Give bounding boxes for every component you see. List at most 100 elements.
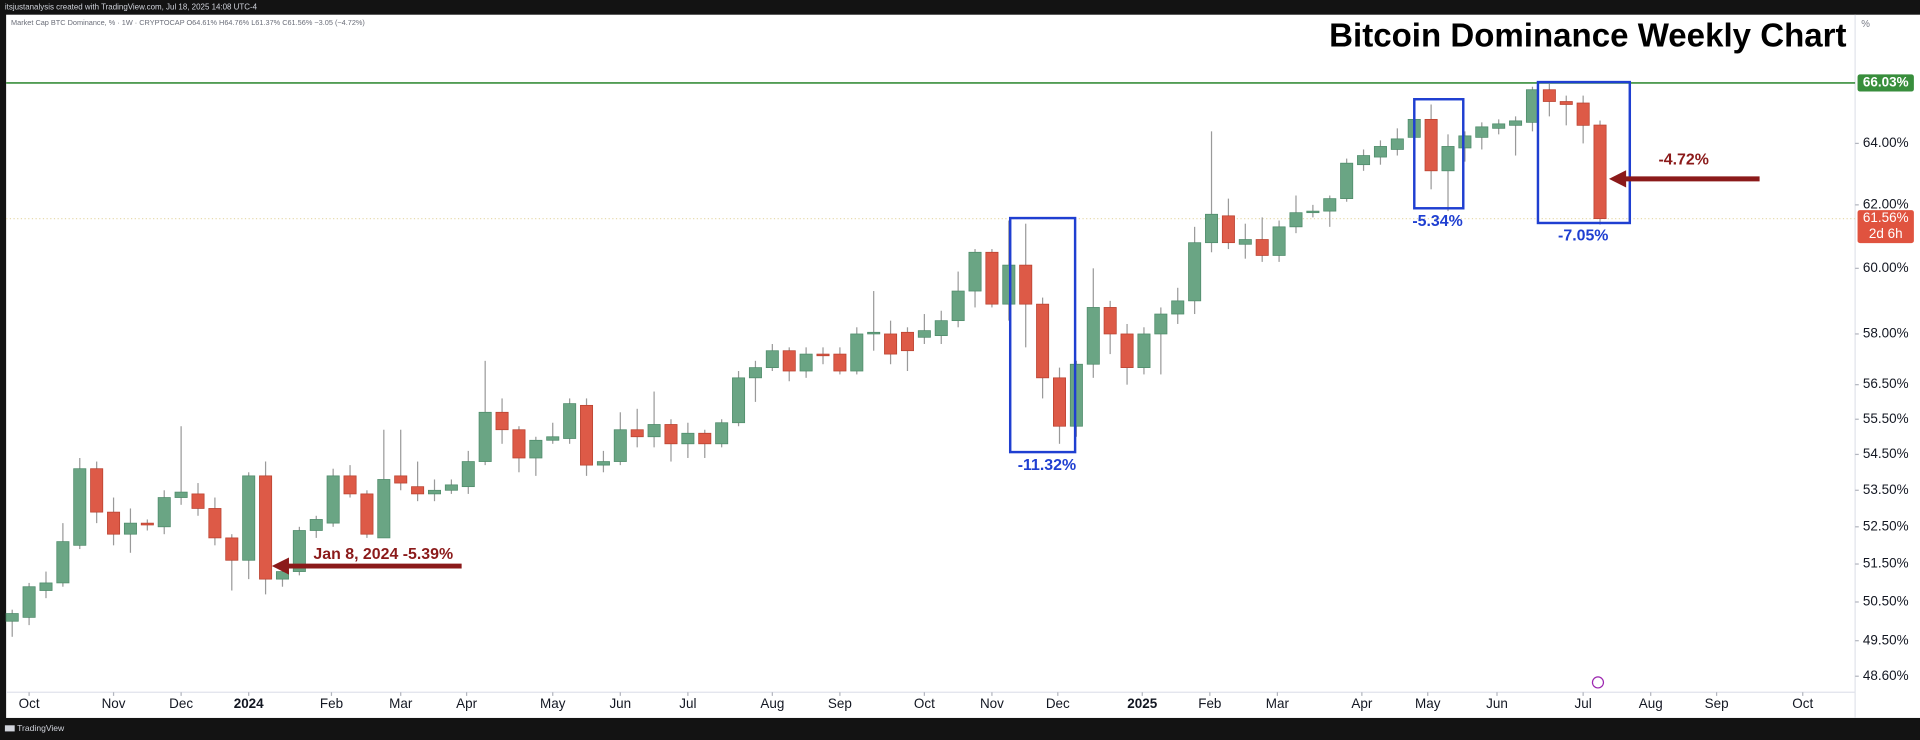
y-tick-label: 55.50% xyxy=(1863,411,1909,426)
candle-body xyxy=(1458,135,1472,149)
candle-body xyxy=(512,429,526,459)
x-tick-label: Dec xyxy=(169,696,193,711)
candle-body xyxy=(5,613,19,622)
candle-body xyxy=(1306,210,1320,214)
x-tick-label: Jun xyxy=(1486,696,1508,711)
y-unit: % xyxy=(1861,19,1870,30)
candle-body xyxy=(275,571,289,580)
candle-body xyxy=(1289,212,1303,228)
annotation: -5.34% xyxy=(1412,213,1462,230)
candle-body xyxy=(1221,215,1235,244)
marks: 48.60% 49.50% 50.50% 51.50% 52.50% 53.50% 54.5… xyxy=(5,74,1914,711)
candle-body xyxy=(580,404,594,466)
x-tick-label: May xyxy=(540,696,566,711)
candle-body xyxy=(208,508,222,539)
annotation-box xyxy=(1008,216,1077,454)
candle-body xyxy=(411,486,425,495)
y-tick-label: 50.50% xyxy=(1863,594,1909,609)
x-tick-label: Jun xyxy=(609,696,631,711)
candle-body xyxy=(529,439,543,459)
candle-body xyxy=(1390,138,1404,150)
candle-body xyxy=(546,436,560,441)
candle-body xyxy=(951,290,965,322)
candle-body xyxy=(1036,303,1050,379)
candle-body xyxy=(107,511,121,535)
candle-body xyxy=(664,424,678,445)
candle-body xyxy=(1103,307,1117,335)
y-tick-label: 64.00% xyxy=(1863,135,1909,150)
candle-body xyxy=(1002,264,1016,305)
candle-body xyxy=(309,519,323,531)
candle-body xyxy=(1188,242,1202,302)
candle-body xyxy=(867,331,881,335)
candle-body xyxy=(985,251,999,305)
candle-body xyxy=(1205,213,1219,244)
candle-body xyxy=(1171,300,1185,315)
candle-body xyxy=(1593,124,1607,220)
x-tick-label: Jul xyxy=(679,696,696,711)
x-tick-label: Aug xyxy=(760,696,784,711)
candle-body xyxy=(900,331,914,352)
candle-body xyxy=(1255,239,1269,256)
annotation-box xyxy=(1413,98,1465,210)
x-tick-label: Mar xyxy=(1266,696,1290,711)
y-tick-label: 62.00% xyxy=(1863,196,1909,211)
candle-body xyxy=(242,475,256,561)
candle-body xyxy=(56,541,70,584)
legend-text: Market Cap BTC Dominance, % · 1W · CRYPT… xyxy=(11,18,365,27)
candle-body xyxy=(1137,333,1151,368)
plot-background xyxy=(6,14,1920,718)
price-label: 66.03% xyxy=(1863,75,1909,90)
x-tick-label: Mar xyxy=(389,696,413,711)
candle-body xyxy=(343,475,357,495)
candle-body xyxy=(681,432,695,445)
x-tick-label: Feb xyxy=(1198,696,1221,711)
y-tick-label: 54.50% xyxy=(1863,446,1909,461)
candle-body xyxy=(1323,198,1337,212)
candle-body xyxy=(630,429,644,438)
candle-body xyxy=(495,411,509,431)
candle-body xyxy=(1154,313,1168,335)
candle-body xyxy=(73,468,87,546)
x-tick-label: Oct xyxy=(914,696,935,711)
candle-body xyxy=(647,424,661,438)
candle-body xyxy=(22,586,36,618)
arrow-head xyxy=(271,557,289,575)
candle-body xyxy=(1053,377,1066,427)
countdown: 2d 6h xyxy=(1869,226,1903,241)
candle-body xyxy=(1373,146,1387,158)
candle-body xyxy=(799,353,813,372)
annotation: Jan 8, 2024 -5.39% xyxy=(313,546,453,563)
last-price-label: 61.56% xyxy=(1863,210,1909,225)
candle-body xyxy=(157,497,171,528)
x-tick-label: Oct xyxy=(19,696,40,711)
candle-body xyxy=(563,403,577,439)
x-tick-label: Aug xyxy=(1639,696,1663,711)
x-tick-label: Nov xyxy=(102,696,126,711)
candle-body xyxy=(225,537,239,561)
y-tick-label: 58.00% xyxy=(1863,326,1909,341)
annotation: -4.72% xyxy=(1658,152,1708,169)
price-label-box xyxy=(1857,74,1914,92)
event-icon[interactable] xyxy=(1591,676,1605,689)
x-tick-label: Oct xyxy=(1792,696,1813,711)
y-tick-label: 53.50% xyxy=(1863,482,1909,497)
candle-body xyxy=(1120,333,1134,368)
candle-body xyxy=(326,475,340,524)
x-tick-label: Apr xyxy=(456,696,477,711)
candle-body xyxy=(1086,307,1100,365)
x-tick-label: Nov xyxy=(980,696,1004,711)
y-tick-label: 51.50% xyxy=(1863,556,1909,571)
x-tick-label: Sep xyxy=(828,696,852,711)
candle-body xyxy=(377,479,391,539)
candle-body xyxy=(1238,239,1252,245)
candle-body xyxy=(765,350,779,368)
annotation-box xyxy=(1536,80,1632,225)
candle-body xyxy=(428,489,441,495)
candle-body xyxy=(748,367,762,379)
candle-body xyxy=(917,330,931,338)
x-tick-label: Apr xyxy=(1351,696,1372,711)
candle-body xyxy=(698,432,712,445)
